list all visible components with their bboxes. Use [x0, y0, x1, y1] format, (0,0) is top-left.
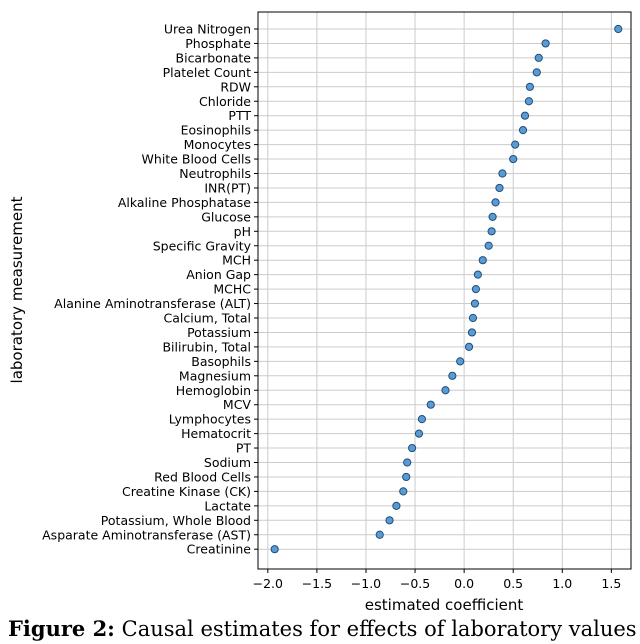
- category-label: Eosinophils: [181, 123, 251, 138]
- data-point: [441, 386, 450, 395]
- data-point: [473, 270, 482, 279]
- x-tick-label: 0.0: [454, 576, 474, 591]
- category-label: Basophils: [191, 354, 251, 369]
- coefficient-chart: Urea NitrogenPhosphateBicarbonatePlatele…: [8, 11, 632, 614]
- figure-label: Figure 2:: [8, 616, 115, 641]
- data-point: [375, 530, 384, 539]
- data-point: [471, 285, 481, 294]
- data-point: [511, 140, 520, 149]
- data-point: [403, 458, 412, 467]
- category-label: RDW: [220, 79, 251, 94]
- data-point: [402, 472, 411, 482]
- category-label: Specific Gravity: [153, 238, 252, 253]
- data-point: [464, 342, 474, 351]
- category-label: Glucose: [201, 209, 251, 224]
- data-point: [541, 39, 550, 48]
- x-ticks: −2.0 −1.5 −1.0 −0.5 0.0 0.5 1.0 1.5: [253, 569, 621, 591]
- data-point: [518, 126, 528, 135]
- category-label: Anion Gap: [186, 267, 251, 282]
- data-point: [532, 68, 541, 77]
- data-points: [270, 24, 623, 554]
- category-label: PT: [236, 441, 252, 456]
- category-label: White Blood Cells: [142, 152, 251, 167]
- category-label: Lactate: [204, 498, 251, 513]
- data-point: [456, 357, 465, 366]
- figure-caption-text: Causal estimates for effects of laborato…: [121, 617, 637, 641]
- category-label: Potassium, Whole Blood: [101, 513, 251, 528]
- data-point: [385, 516, 394, 525]
- category-label: Monocytes: [184, 137, 251, 152]
- plot-frame: [257, 11, 632, 570]
- data-point: [467, 328, 477, 337]
- category-label: Chloride: [199, 94, 251, 109]
- data-point: [478, 256, 487, 265]
- data-point: [417, 415, 427, 424]
- category-label: Lymphocytes: [169, 412, 251, 427]
- data-point: [614, 24, 623, 34]
- category-label: Red Blood Cells: [154, 469, 251, 484]
- data-point: [392, 501, 401, 510]
- figure-caption: Figure 2: Causal estimates for effects o…: [8, 616, 637, 641]
- category-label: Hemoglobin: [176, 383, 251, 398]
- x-tick-label: −1.5: [302, 576, 332, 591]
- category-label: Sodium: [204, 455, 251, 470]
- category-label: INR(PT): [204, 180, 251, 195]
- y-axis-title: laboratory measurement: [8, 196, 26, 383]
- data-point: [495, 183, 504, 193]
- data-point: [487, 227, 496, 236]
- category-label: Bilirubin, Total: [162, 339, 251, 354]
- data-point: [468, 313, 478, 323]
- category-label: Urea Nitrogen: [164, 22, 251, 37]
- data-point: [520, 111, 530, 120]
- data-point: [525, 82, 534, 91]
- data-point: [484, 241, 493, 250]
- category-label: Phosphate: [185, 36, 251, 51]
- x-tick-label: 0.5: [503, 576, 523, 591]
- grid-layer: [258, 12, 631, 569]
- category-label: pH: [234, 224, 251, 239]
- category-label: MCV: [223, 397, 252, 412]
- data-point: [448, 371, 457, 380]
- x-axis-title: estimated coefficient: [365, 596, 524, 614]
- data-point: [426, 400, 435, 409]
- category-labels: Urea NitrogenPhosphateBicarbonatePlatele…: [42, 22, 258, 557]
- data-point: [498, 169, 507, 178]
- category-label: Creatinine: [187, 542, 252, 557]
- category-label: MCHC: [213, 282, 251, 297]
- category-label: PTT: [228, 108, 251, 123]
- x-tick-label: −0.5: [400, 576, 430, 591]
- x-tick-label: −2.0: [253, 576, 283, 591]
- category-label: MCH: [222, 253, 251, 268]
- x-tick-label: −1.0: [351, 576, 381, 591]
- data-point: [270, 545, 279, 554]
- data-point: [470, 299, 480, 308]
- data-point: [488, 212, 497, 221]
- data-point: [414, 429, 424, 438]
- data-point: [408, 443, 417, 453]
- category-label: Calcium, Total: [164, 311, 251, 326]
- category-label: Hematocrit: [181, 426, 251, 441]
- category-label: Potassium: [187, 325, 251, 340]
- category-label: Magnesium: [179, 368, 251, 383]
- x-tick-label: 1.5: [601, 576, 621, 591]
- category-label: Alkaline Phosphatase: [118, 195, 251, 210]
- data-point: [399, 487, 408, 496]
- data-point: [524, 97, 534, 106]
- category-label: Bicarbonate: [176, 50, 252, 65]
- category-label: Neutrophils: [179, 166, 251, 181]
- category-label: Creatine Kinase (CK): [122, 484, 251, 499]
- data-point: [491, 198, 500, 207]
- x-tick-label: 1.0: [552, 576, 572, 591]
- category-label: Alanine Aminotransferase (ALT): [54, 296, 251, 311]
- category-label: Platelet Count: [163, 65, 252, 80]
- data-point: [509, 154, 518, 164]
- data-point: [534, 53, 543, 63]
- category-label: Asparate Aminotransferase (AST): [42, 527, 251, 542]
